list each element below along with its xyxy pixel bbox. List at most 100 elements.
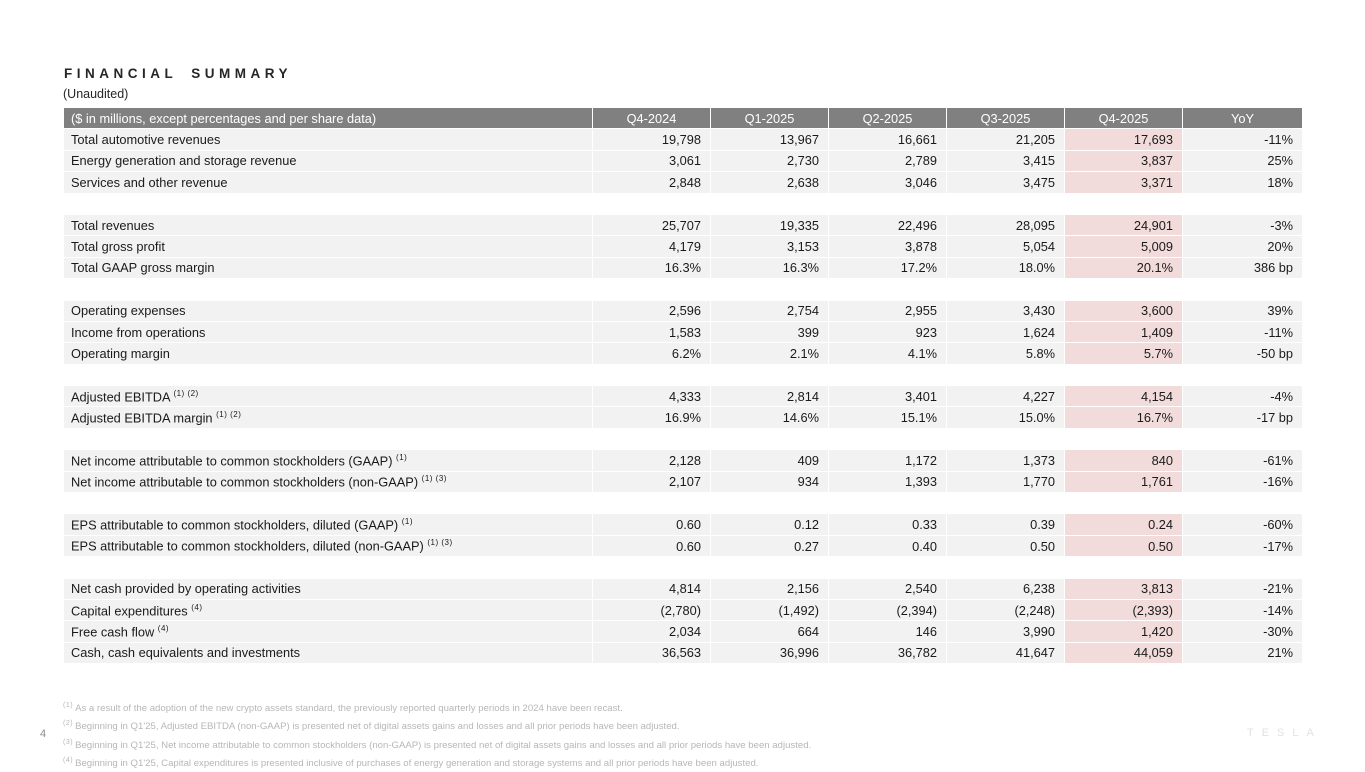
value-cell: 399	[710, 320, 829, 344]
value-cell: -21%	[1182, 577, 1303, 600]
value-cell: -14%	[1182, 598, 1303, 622]
value-cell: 3,046	[828, 171, 947, 194]
column-header-q4-2025: Q4-2025	[1064, 106, 1183, 130]
table-body: Total automotive revenues 19,798 13,967 16,…	[63, 128, 1303, 665]
value-cell-highlight: 16.7%	[1064, 406, 1183, 429]
value-cell: 3,401	[828, 385, 947, 408]
table-row: Income from operations 1,583 399 923 1,624 1,…	[63, 320, 1303, 344]
value-cell-highlight: 1,761	[1064, 470, 1183, 494]
label-superscript: (1) (2)	[216, 410, 242, 420]
value-cell: 25,707	[592, 213, 711, 237]
value-cell: 0.27	[710, 534, 829, 558]
value-cell-highlight: 5,009	[1064, 235, 1183, 258]
row-label: Services and other revenue	[63, 171, 593, 194]
value-cell: 6.2%	[592, 342, 711, 365]
footnote-marker: (2)	[63, 720, 74, 728]
table-row: Cash, cash equivalents and investments 36…	[63, 641, 1303, 665]
value-cell-highlight: 1,409	[1064, 320, 1183, 344]
value-cell: 3,153	[710, 235, 829, 258]
table-row: Net cash provided by operating activitie…	[63, 577, 1303, 600]
footnote-2: (2) Beginning in Q1'25, Adjusted EBITDA (…	[63, 716, 811, 734]
column-header-q1-2025: Q1-2025	[710, 106, 829, 130]
column-header-q4-2024: Q4-2024	[592, 106, 711, 130]
table-header-row: ($ in millions, except percentages and p…	[63, 106, 1303, 130]
value-cell: 4.1%	[828, 342, 947, 365]
table-header-label: ($ in millions, except percentages and p…	[63, 106, 593, 130]
value-cell: (2,248)	[946, 598, 1065, 622]
value-cell: 664	[710, 620, 829, 643]
value-cell-highlight: 44,059	[1064, 641, 1183, 665]
value-cell-highlight: 20.1%	[1064, 256, 1183, 280]
value-cell: -17 bp	[1182, 406, 1303, 429]
footnote-marker: (1)	[63, 702, 74, 709]
footnote-text: Beginning in Q1'25, Capital expenditures…	[75, 758, 759, 770]
value-cell: 409	[710, 449, 829, 472]
row-label: Net cash provided by operating activitie…	[63, 577, 593, 600]
row-label: Net income attributable to common stockh…	[63, 470, 593, 494]
value-cell: 1,373	[946, 449, 1065, 472]
footnote-1: (1) As a result of the adoption of the ne…	[63, 698, 811, 716]
value-cell: 1,583	[592, 320, 711, 344]
value-cell: 2,638	[710, 171, 829, 194]
value-cell: 2,848	[592, 171, 711, 194]
value-cell: 25%	[1182, 149, 1303, 173]
value-cell: 3,475	[946, 171, 1065, 194]
spacer-row	[63, 193, 1303, 215]
value-cell: 2,034	[592, 620, 711, 643]
value-cell: 1,393	[828, 470, 947, 494]
footnote-text: Beginning in Q1'25, Net income attributa…	[75, 740, 812, 752]
value-cell: 2,730	[710, 149, 829, 173]
value-cell: 0.12	[710, 513, 829, 536]
footnote-marker: (3)	[63, 738, 74, 746]
table-row: Capital expenditures (4) (2,780) (1,492) (2…	[63, 598, 1303, 622]
row-label: Operating expenses	[63, 299, 593, 322]
row-label: Capital expenditures (4)	[63, 598, 593, 622]
value-cell: 21%	[1182, 641, 1303, 665]
value-cell: 2.1%	[710, 342, 829, 365]
value-cell-highlight: 3,813	[1064, 577, 1183, 600]
label-superscript: (1) (3)	[427, 538, 453, 548]
table-row: Net income attributable to common stockh…	[63, 449, 1303, 472]
value-cell: 36,996	[710, 641, 829, 665]
value-cell: 19,798	[592, 128, 711, 151]
table-row: Adjusted EBITDA margin (1) (2) 16.9% 14.6%…	[63, 406, 1303, 429]
value-cell: 0.39	[946, 513, 1065, 536]
value-cell: 146	[828, 620, 947, 643]
table-row: Total GAAP gross margin 16.3% 16.3% 17.2% 18…	[63, 256, 1303, 280]
value-cell: -11%	[1182, 320, 1303, 344]
value-cell-highlight: 1,420	[1064, 620, 1183, 643]
value-cell-highlight: (2,393)	[1064, 598, 1183, 622]
table-row: Energy generation and storage revenue 3,0…	[63, 149, 1303, 173]
value-cell-highlight: 3,371	[1064, 171, 1183, 194]
table-row: Operating expenses 2,596 2,754 2,955 3,430 3,…	[63, 299, 1303, 322]
page-subtitle: (Unaudited)	[63, 87, 129, 101]
value-cell: 1,770	[946, 470, 1065, 494]
value-cell: 2,128	[592, 449, 711, 472]
row-label: EPS attributable to common stockholders,…	[63, 513, 593, 536]
value-cell-highlight: 3,837	[1064, 149, 1183, 173]
value-cell: 18%	[1182, 171, 1303, 194]
value-cell: 5.8%	[946, 342, 1065, 365]
page-title: FINANCIAL SUMMARY	[64, 66, 292, 81]
footnote-text: Beginning in Q1'25, Adjusted EBITDA (non…	[75, 721, 680, 733]
value-cell: 4,814	[592, 577, 711, 600]
value-cell: 2,789	[828, 149, 947, 173]
value-cell: 39%	[1182, 299, 1303, 322]
value-cell: -17%	[1182, 534, 1303, 558]
table-row: Total automotive revenues 19,798 13,967 16,…	[63, 128, 1303, 151]
value-cell-highlight: 4,154	[1064, 385, 1183, 408]
value-cell: 923	[828, 320, 947, 344]
value-cell: -60%	[1182, 513, 1303, 536]
value-cell: 19,335	[710, 213, 829, 237]
value-cell: 18.0%	[946, 256, 1065, 280]
value-cell: -3%	[1182, 213, 1303, 237]
value-cell: 0.40	[828, 534, 947, 558]
spacer-row	[63, 278, 1303, 301]
footnotes: (1) As a result of the adoption of the ne…	[63, 698, 811, 772]
value-cell: 2,540	[828, 577, 947, 600]
spacer-row	[63, 556, 1303, 579]
label-superscript: (4)	[191, 602, 203, 612]
row-label: Total automotive revenues	[63, 128, 593, 151]
value-cell-highlight: 840	[1064, 449, 1183, 472]
value-cell: 2,754	[710, 299, 829, 322]
